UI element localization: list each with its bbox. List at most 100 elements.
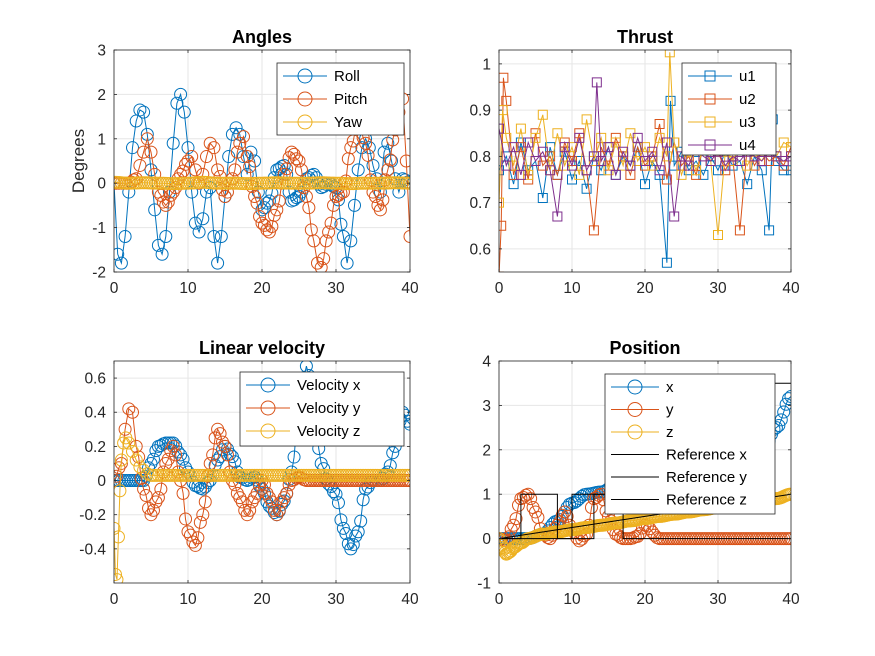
angles-series-pitch-point (144, 145, 158, 159)
position-legend-item-reference-x-label: Reference x (666, 447, 747, 464)
linear-velocity-series-velocity-y-point (196, 508, 210, 522)
thrust-series-u4-point (515, 169, 526, 180)
angles-series-roll-point (126, 141, 139, 155)
thrust-series-u3-point (559, 160, 570, 171)
angles-series-roll-point (192, 225, 206, 239)
linear-velocity-legend-box (239, 371, 405, 447)
angles-series-roll-point (181, 141, 195, 155)
thrust-legend-item-u2-marker (704, 93, 716, 105)
angles-ytick-label: 1 (97, 131, 106, 148)
angles-series-pitch-point (228, 163, 242, 177)
linear-velocity-series-velocity-y-point (272, 503, 286, 517)
angles-series-yaw-point (403, 176, 410, 190)
linear-velocity-series-velocity-y-point (220, 448, 234, 462)
angles-series-pitch-point (302, 201, 316, 215)
linear-velocity-series-velocity-z-point (114, 530, 125, 544)
angles-series-pitch-point (255, 216, 269, 230)
angles-series-yaw-line (114, 181, 410, 185)
linear-velocity-series-velocity-x-point (287, 450, 301, 464)
linear-velocity-series-velocity-x-point (329, 487, 343, 501)
angles-xtick-label: 20 (253, 280, 271, 297)
angles-series-pitch-point (270, 203, 284, 217)
position-series-y-point (560, 509, 574, 523)
thrust-series-u4-point (567, 160, 577, 171)
angles-series-roll-point (114, 247, 125, 261)
angles-series-pitch-point (248, 190, 262, 204)
angles-series-roll-point (222, 150, 236, 164)
angles-series-roll-point (114, 256, 128, 270)
thrust-series-u4-point (632, 132, 643, 143)
thrust-series-u2-point (734, 225, 745, 236)
angles-series-pitch-point (368, 190, 382, 204)
angles-series-pitch-point (294, 163, 308, 177)
linear-velocity-series-velocity-y-point (161, 452, 175, 466)
linear-velocity-series-velocity-z-point (114, 453, 128, 467)
thrust-legend-item-u4-label: u4 (739, 137, 756, 154)
linear-velocity-series-velocity-y-point (139, 488, 153, 502)
thrust-series-u4-point (537, 146, 548, 157)
linear-velocity-series-velocity-y-point (280, 486, 294, 500)
thrust-series-u4-point (734, 156, 745, 166)
angles-series-pitch-point (140, 132, 154, 146)
linear-velocity-series-velocity-y-point (126, 405, 139, 419)
angles-series-roll-point (277, 158, 291, 172)
position-series-x-point (779, 397, 791, 411)
linear-velocity-series-velocity-z-point (403, 468, 410, 482)
angles-series-roll-point (133, 103, 147, 117)
thrust-series-u1-point (742, 179, 753, 190)
position-legend-item-z-marker (627, 424, 643, 440)
angles-series-roll-point (262, 194, 276, 208)
thrust-series-u4-point (523, 137, 534, 148)
thrust-xtick-label: 20 (636, 280, 654, 297)
angles-series-roll-point (214, 229, 228, 243)
angles-xtick-label: 10 (179, 280, 197, 297)
angles-series-roll-point (362, 141, 376, 155)
position-title: Position (610, 338, 681, 358)
thrust-series-u3-point (661, 151, 672, 162)
angles-series-roll-point (334, 217, 348, 231)
thrust-ytick-label: 0.6 (469, 241, 491, 258)
position-series-z-point (499, 534, 507, 548)
linear-velocity-series-velocity-y-point (122, 402, 136, 416)
thrust-series-u1-point (581, 183, 592, 194)
position-legend-item-y-marker (627, 402, 643, 417)
thrust-series-u4-line (499, 82, 791, 217)
angles-series-roll-point (170, 96, 184, 110)
thrust-legend-item-u2-label: u2 (739, 91, 756, 108)
linear-velocity-series-velocity-x-point (351, 525, 365, 539)
angles-series-roll-point (144, 163, 158, 177)
angles-series-pitch-point (262, 225, 276, 239)
angles-series-pitch-point (381, 163, 395, 177)
position-series-x-point (777, 405, 791, 419)
thrust-series-u4-point (596, 156, 607, 166)
angles-axes: 0 10 20 30 40 -2 -1 0 1 2 3 Angles Degrees Roll Pitch Y… (69, 27, 419, 297)
linear-velocity-ytick-label: 0.4 (84, 405, 106, 422)
position-series-y-point (524, 492, 538, 506)
thrust-series-u4-point (591, 77, 602, 88)
angles-series-pitch-point (314, 261, 328, 272)
angles-series-roll-point (177, 105, 191, 119)
position-legend: xyz Reference x Reference y Reference z (604, 373, 776, 515)
thrust-series-u4-point (720, 160, 731, 171)
angles-series-pitch-point (237, 130, 250, 144)
angles-legend-item-yaw-marker (297, 114, 313, 130)
thrust-series-u3-point (552, 128, 563, 139)
angles-series-roll-point (211, 256, 225, 270)
thrust-series-u3-point (786, 142, 791, 153)
angles-series-pitch-point (181, 154, 195, 168)
linear-velocity-series-velocity-y-point (166, 439, 180, 453)
position-series-reference-y-line (499, 493, 791, 540)
angles-series-roll-point (196, 212, 210, 226)
angles-series-pitch-point (148, 167, 162, 181)
position-legend-item-reference-z-label: Reference z (666, 492, 747, 509)
angles-series-pitch-point (211, 163, 225, 177)
thrust-series-u4-point (603, 142, 614, 153)
angles-series-roll-point (348, 198, 361, 212)
thrust-series-u4-point (647, 146, 658, 157)
thrust-ytick-label: 0.9 (469, 103, 491, 120)
linear-velocity-legend-item-velocity-z-marker (260, 423, 276, 439)
linear-velocity-series-velocity-x-point (356, 493, 370, 507)
angles-series-pitch-point (243, 160, 257, 174)
position-legend-item-reference-y-label: Reference y (666, 469, 747, 486)
